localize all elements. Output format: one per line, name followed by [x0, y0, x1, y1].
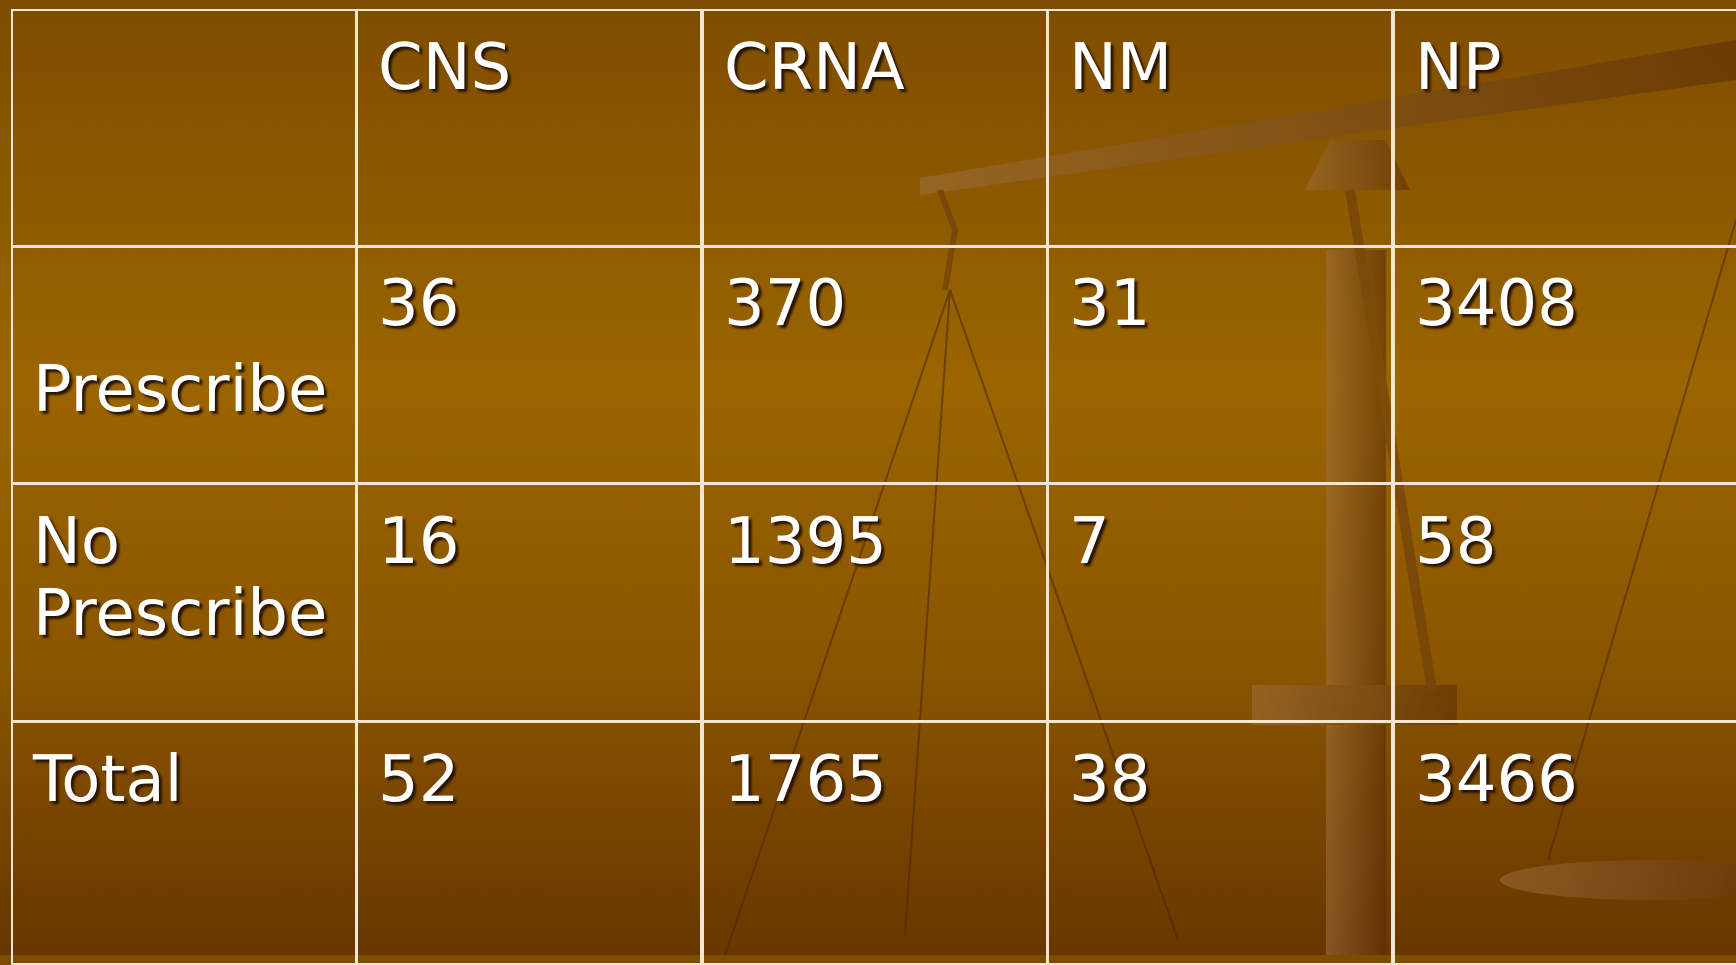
corner-cell: [11, 9, 357, 248]
table-cell: 3408: [1393, 245, 1736, 484]
column-header: NM: [1047, 9, 1393, 248]
table-cell: 36: [356, 245, 702, 484]
table-cell: 52: [356, 721, 702, 965]
column-header: CNS: [356, 9, 702, 248]
table-cell: 38: [1047, 721, 1393, 965]
column-header: CRNA: [702, 9, 1048, 248]
table-cell: 16: [356, 483, 702, 722]
table-cell: 31: [1047, 245, 1393, 484]
row-label: Total: [11, 721, 357, 965]
row-label: Prescribe: [11, 245, 357, 484]
table-cell: 3466: [1393, 721, 1736, 965]
table-cell: 1395: [702, 483, 1048, 722]
table-cell: 370: [702, 245, 1048, 484]
column-header: NP: [1393, 9, 1736, 248]
table-cell: 58: [1393, 483, 1736, 722]
table-cell: 7: [1047, 483, 1393, 722]
row-label: No Prescribe: [11, 483, 357, 722]
table-cell: 1765: [702, 721, 1048, 965]
